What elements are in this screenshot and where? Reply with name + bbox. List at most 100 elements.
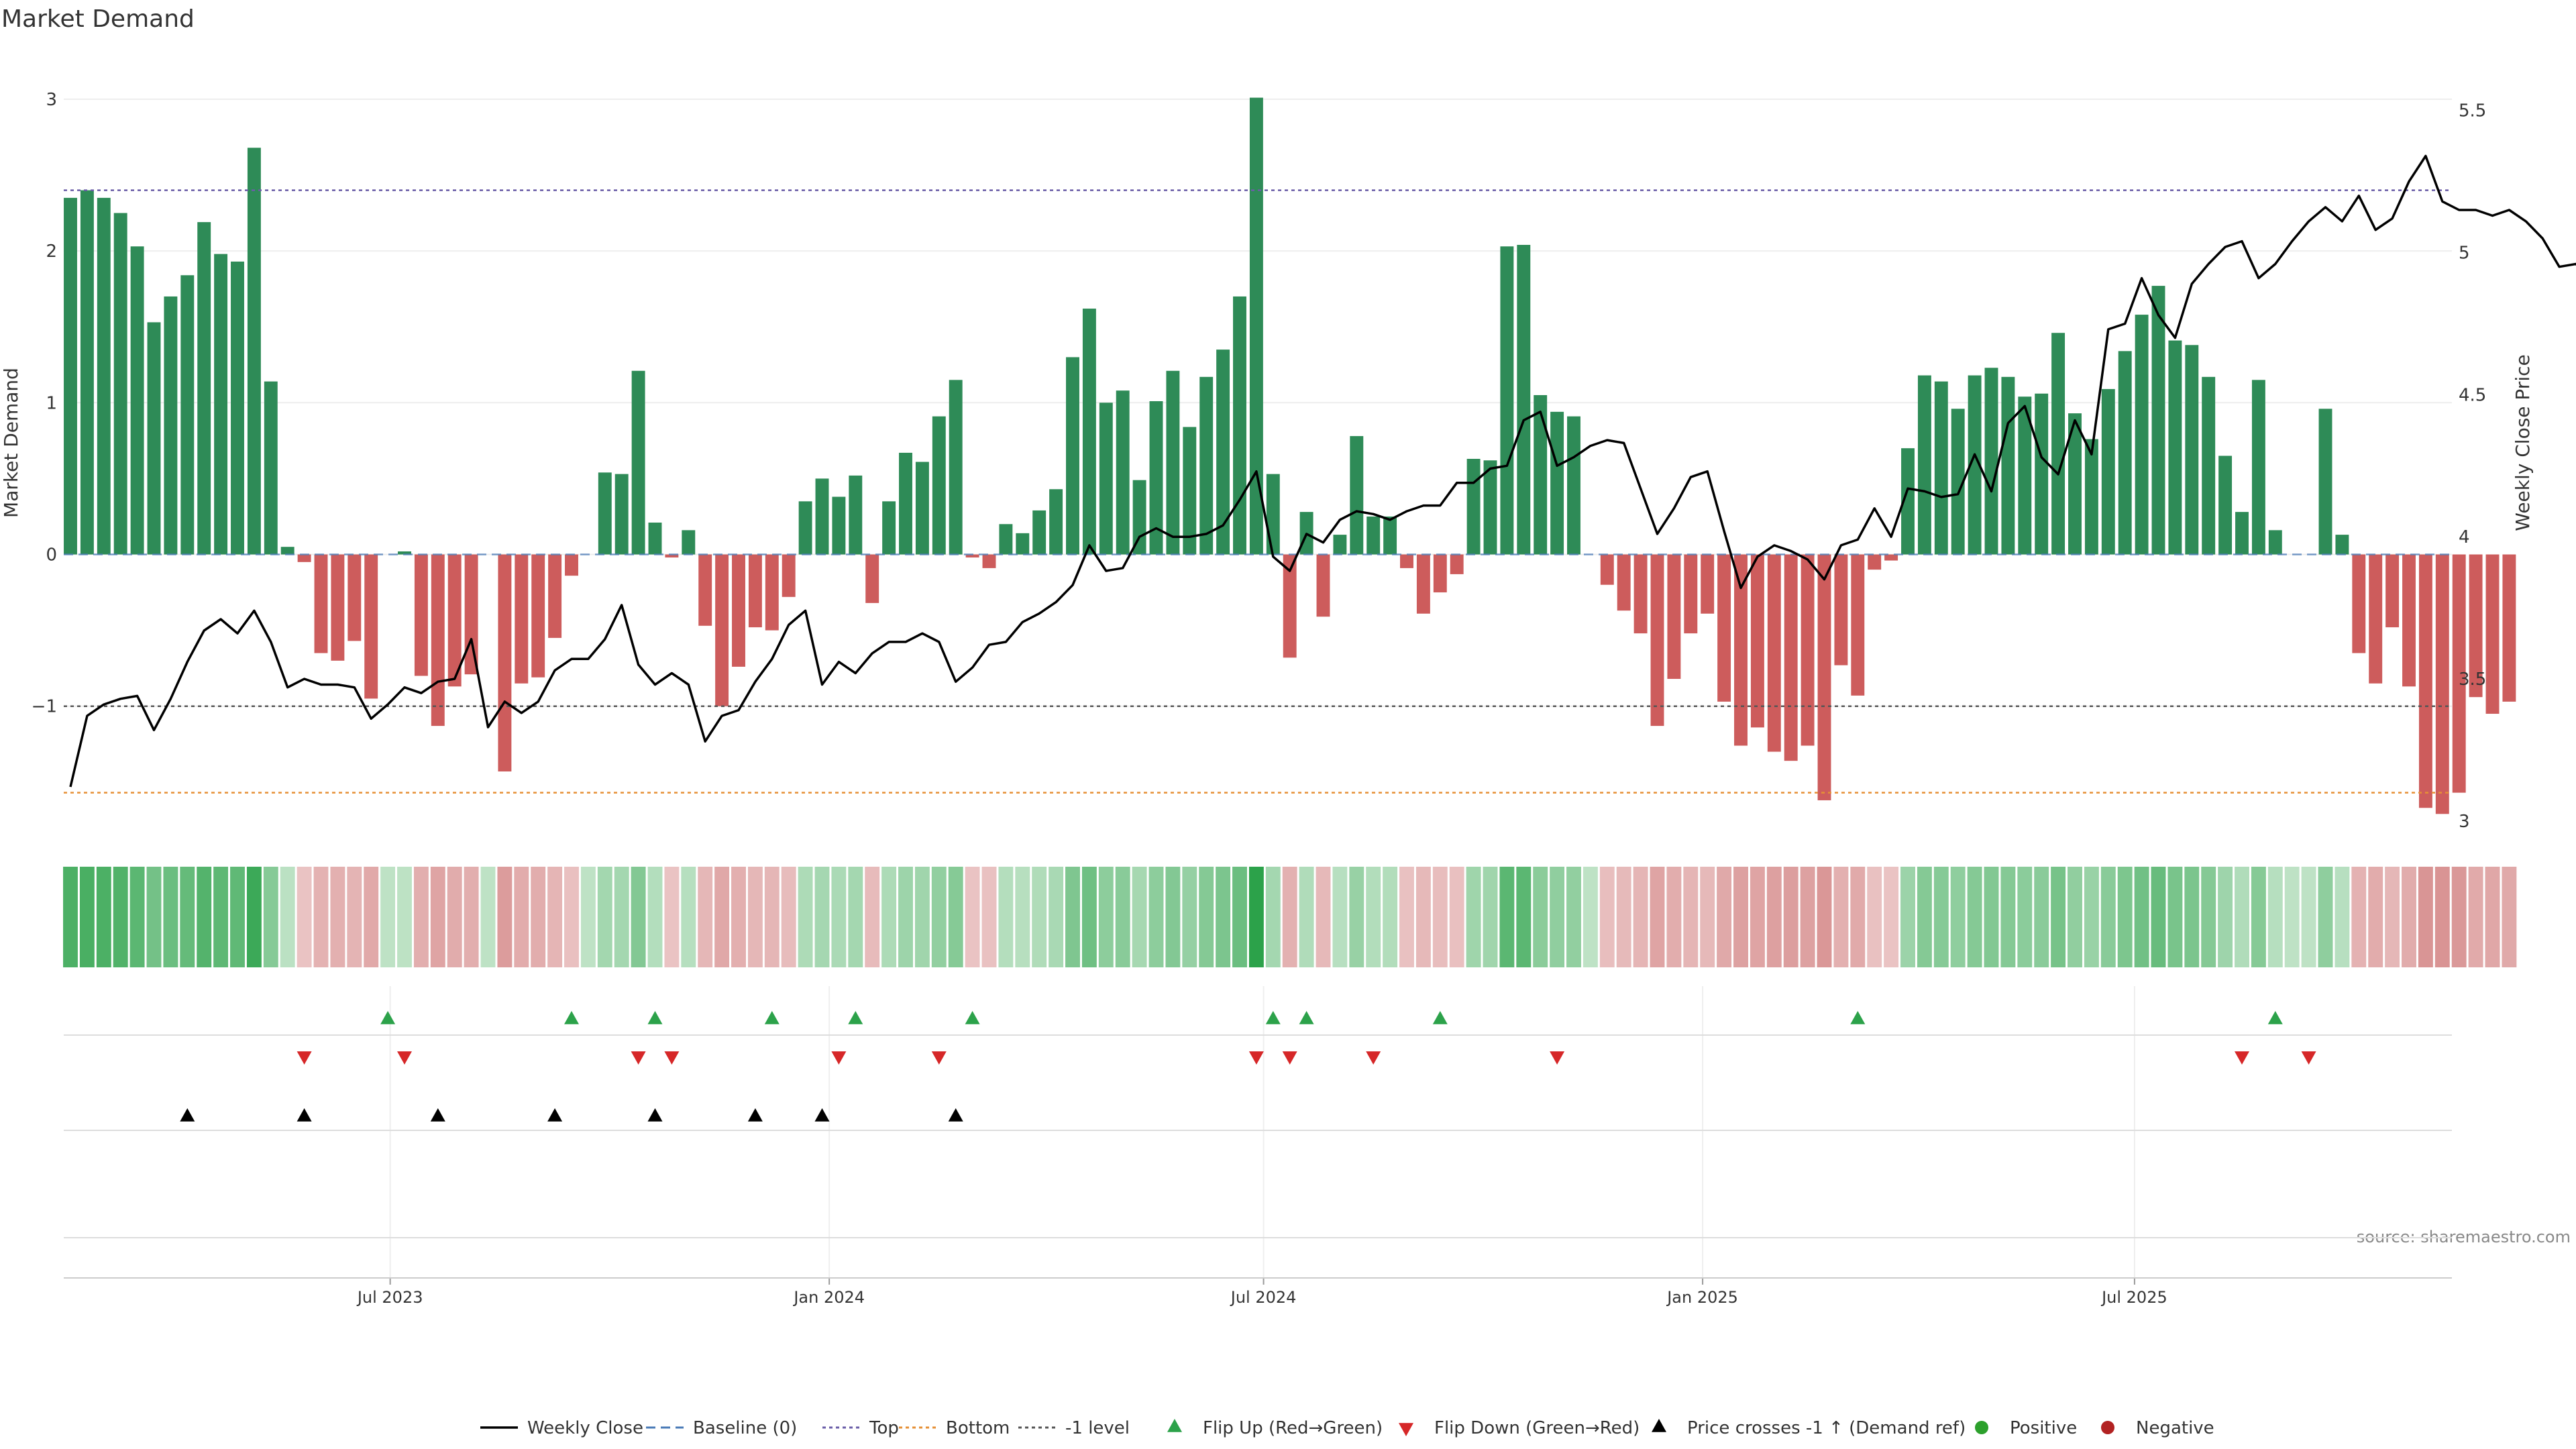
demand-bar	[1650, 554, 1664, 727]
heat-cell	[1616, 867, 1631, 967]
flip-down-marker	[1366, 1051, 1381, 1065]
heat-cell	[1248, 867, 1264, 967]
heat-cell	[1750, 867, 1765, 967]
price-cross-marker	[547, 1108, 563, 1122]
heat-cell	[881, 867, 897, 967]
y2-tick-label: 4	[2459, 527, 2470, 547]
demand-bar	[1600, 554, 1614, 585]
legend-weekly_close-label: Weekly Close	[527, 1418, 643, 1438]
heat-cell	[2351, 867, 2367, 967]
heat-cell	[2385, 867, 2400, 967]
flip-up-marker	[380, 1011, 396, 1024]
heat-cell	[564, 867, 579, 967]
heat-cell	[1349, 867, 1364, 967]
price-cross-marker	[747, 1108, 763, 1122]
demand-bar	[447, 554, 462, 687]
heat-cell	[180, 867, 195, 967]
flip-up-marker	[764, 1011, 780, 1024]
demand-bar	[1082, 309, 1096, 555]
flip-down-marker	[1282, 1051, 1297, 1065]
heat-cell	[1817, 867, 1832, 967]
demand-bar	[715, 554, 729, 706]
demand-bar	[1283, 554, 1297, 658]
heat-cell	[931, 867, 947, 967]
heat-cell	[865, 867, 880, 967]
y-tick-label: 2	[46, 241, 57, 262]
demand-bar	[1216, 350, 1230, 555]
heat-cell	[998, 867, 1014, 967]
heat-cell	[1081, 867, 1097, 967]
heat-cell	[2068, 867, 2082, 967]
flip-down-marker	[1550, 1051, 1565, 1065]
y2-tick-label: 3.5	[2459, 669, 2486, 690]
legend-baseline-label: Baseline (0)	[693, 1418, 797, 1438]
heat-cell	[1967, 867, 1982, 967]
heat-cell	[1148, 867, 1164, 967]
heat-cell	[96, 867, 111, 967]
demand-bar	[1400, 554, 1413, 568]
demand-bar	[97, 197, 111, 555]
x-tick-label: Jan 2024	[792, 1288, 865, 1307]
heat-cell	[1884, 867, 1899, 967]
heat-cell	[2468, 867, 2483, 967]
heat-cell	[2201, 867, 2216, 967]
heat-cell	[2017, 867, 2033, 967]
demand-bar	[1767, 554, 1781, 752]
demand-bar	[2335, 535, 2349, 555]
heat-cell	[2502, 867, 2517, 967]
demand-bar	[1968, 375, 1982, 555]
heat-cell	[2251, 867, 2266, 967]
heat-cell	[1733, 867, 1748, 967]
demand-bar	[280, 547, 294, 555]
demand-bar	[64, 197, 77, 555]
demand-bar	[965, 554, 979, 558]
demand-bar	[2452, 554, 2466, 793]
heat-cell	[781, 867, 796, 967]
demand-bar	[2268, 530, 2282, 555]
demand-bar	[1066, 357, 1079, 555]
heat-cell	[380, 867, 396, 967]
demand-bar	[782, 554, 796, 597]
heat-cell	[497, 867, 513, 967]
demand-bar	[614, 474, 629, 555]
demand-bar	[1901, 448, 1915, 555]
y2-tick-label: 3	[2459, 812, 2470, 832]
price-cross-marker	[948, 1108, 963, 1122]
demand-bar	[1383, 516, 1397, 555]
demand-bar	[1183, 427, 1197, 555]
demand-bar	[247, 148, 261, 555]
heat-cell	[79, 867, 95, 967]
demand-bar	[1316, 554, 1330, 617]
demand-bar	[1868, 554, 1882, 570]
demand-bar	[147, 322, 161, 555]
demand-bar	[2402, 554, 2416, 687]
heat-cell	[1666, 867, 1682, 967]
demand-bar	[2018, 396, 2032, 555]
heat-cell	[364, 867, 379, 967]
heat-cell	[1533, 867, 1548, 967]
heat-cell	[1316, 867, 1331, 967]
heat-cell	[2301, 867, 2316, 967]
demand-bar	[932, 416, 946, 555]
demand-bar	[565, 554, 578, 576]
heat-cell	[1282, 867, 1297, 967]
heat-cell	[1984, 867, 1999, 967]
demand-bar	[2318, 409, 2332, 555]
demand-bar	[1917, 375, 1931, 555]
y-axis-label: Market Demand	[0, 368, 22, 518]
demand-bar	[915, 462, 929, 555]
demand-bar	[1149, 401, 1163, 555]
y2-tick-label: 4.5	[2459, 385, 2486, 405]
heat-cell	[698, 867, 713, 967]
demand-bar	[548, 554, 562, 638]
demand-bar	[648, 523, 662, 555]
heat-cell	[1098, 867, 1114, 967]
demand-bar	[180, 275, 195, 555]
x-tick-label: Jan 2025	[1666, 1288, 1738, 1307]
heat-cell	[2100, 867, 2116, 967]
heat-cell	[664, 867, 680, 967]
demand-bar	[515, 554, 529, 684]
demand-bar	[2068, 413, 2082, 555]
heat-cell	[965, 867, 980, 967]
flip-up-marker	[1265, 1011, 1281, 1024]
